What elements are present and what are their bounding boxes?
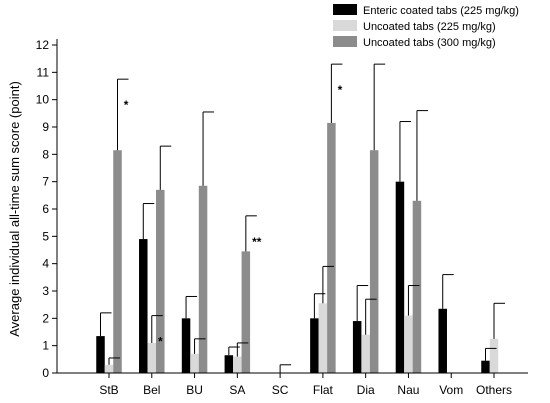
- x-tick-label-flat: Flat: [313, 383, 334, 397]
- legend-label-series-3: Uncoated tabs (300 mg/kg): [363, 37, 496, 49]
- x-tick-label-others: Others: [476, 383, 512, 397]
- y-tick-label-2: 2: [42, 311, 49, 325]
- bar-bu-series-1: [181, 318, 191, 373]
- bar-sa-series-2: [233, 356, 242, 373]
- x-tick-label-bel: Bel: [143, 383, 160, 397]
- significance-marker: *: [338, 83, 343, 97]
- bar-others-series-2: [489, 338, 499, 373]
- legend: Enteric coated tabs (225 mg/kg) Uncoated …: [333, 4, 519, 49]
- significance-marker: **: [252, 235, 262, 249]
- bar-dia-series-1: [352, 321, 362, 373]
- y-tick-label-10: 10: [36, 93, 50, 107]
- legend-swatch-series-3: [333, 36, 357, 47]
- y-tick-label-3: 3: [42, 284, 49, 298]
- bar-sa-series-1: [224, 355, 234, 373]
- bar-bel-series-2: [147, 342, 157, 373]
- bar-stb-series-1: [96, 336, 105, 373]
- x-tick-label-nau: Nau: [397, 383, 419, 397]
- significance-marker: *: [124, 98, 129, 112]
- bar-nau-series-3: [412, 200, 422, 373]
- legend-swatch-series-1: [333, 4, 357, 15]
- bar-sa-series-3: [241, 251, 251, 373]
- significance-marker: *: [158, 335, 163, 349]
- bar-flat-series-1: [310, 318, 319, 373]
- bar-bel-series-3: [156, 189, 165, 373]
- y-tick-label-6: 6: [42, 202, 49, 216]
- y-tick-label-11: 11: [37, 65, 50, 79]
- bar-flat-series-2: [318, 303, 328, 373]
- bar-bu-series-3: [198, 185, 208, 373]
- y-tick-label-5: 5: [42, 229, 49, 243]
- y-axis-title: Average individual all-time sum score (p…: [7, 81, 22, 337]
- y-tick-label-4: 4: [42, 257, 49, 271]
- bars-layer: [96, 122, 499, 374]
- bar-nau-series-2: [404, 315, 413, 373]
- axes-layer: [52, 39, 528, 378]
- legend-label-series-2: Uncoated tabs (225 mg/kg): [363, 21, 496, 33]
- bar-dia-series-3: [369, 150, 379, 373]
- y-tick-label-1: 1: [42, 339, 49, 353]
- bar-vom-series-1: [438, 308, 447, 373]
- x-tick-label-stb: StB: [99, 383, 118, 397]
- x-tick-label-bu: BU: [186, 383, 203, 397]
- legend-swatch-series-2: [333, 20, 357, 31]
- bar-bu-series-2: [190, 353, 199, 373]
- y-tick-label-12: 12: [36, 38, 50, 52]
- y-tick-label-0: 0: [42, 366, 49, 380]
- x-tick-label-dia: Dia: [357, 383, 375, 397]
- x-tick-label-sc: SC: [272, 383, 289, 397]
- x-tick-label-vom: Vom: [439, 383, 463, 397]
- y-tick-label-7: 7: [42, 175, 49, 189]
- bar-stb-series-2: [104, 364, 114, 373]
- bar-bel-series-1: [139, 239, 148, 373]
- y-tick-label-8: 8: [42, 147, 49, 161]
- y-tick-label-9: 9: [42, 120, 49, 134]
- bar-others-series-1: [481, 360, 490, 373]
- bar-dia-series-2: [361, 334, 370, 373]
- x-tick-label-sa: SA: [229, 383, 245, 397]
- error-bars-layer: [100, 63, 505, 373]
- bar-nau-series-1: [395, 181, 405, 373]
- bar-flat-series-3: [327, 122, 336, 374]
- legend-label-series-1: Enteric coated tabs (225 mg/kg): [363, 5, 519, 17]
- bar-stb-series-3: [113, 150, 122, 373]
